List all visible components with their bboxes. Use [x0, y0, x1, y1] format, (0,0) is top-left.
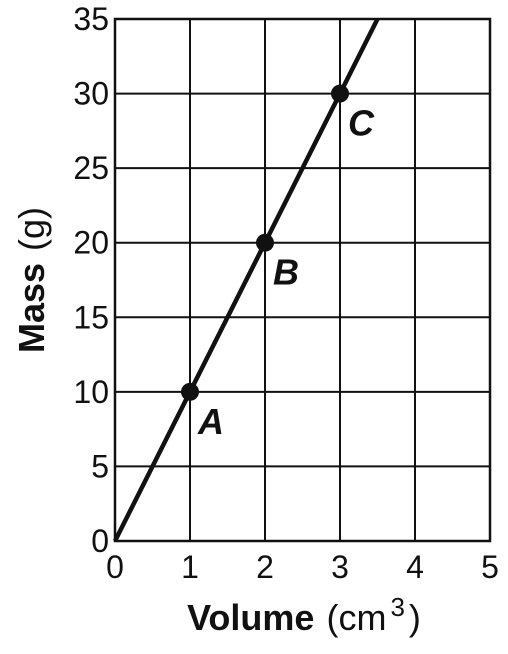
tick-labels: 0 1 2 3 4 5 0 5 10 15 20 25 30 35	[73, 1, 498, 585]
x-axis-label-unit-sup: 3	[390, 592, 404, 622]
data-layer	[112, 17, 380, 543]
y-tick-label-25: 25	[73, 150, 109, 186]
x-axis-label-main: Volume	[187, 597, 314, 638]
y-tick-label-35: 35	[73, 1, 109, 37]
x-tick-label-1: 1	[181, 549, 199, 585]
y-tick-label-20: 20	[73, 225, 109, 261]
y-axis-label-unit: (g)	[11, 207, 52, 251]
x-tick-label-2: 2	[256, 549, 274, 585]
x-tick-label-5: 5	[481, 549, 499, 585]
data-point-c	[331, 84, 349, 103]
x-axis-label-unit-open: (cm	[326, 597, 386, 638]
x-axis-label-unit-close: )	[409, 597, 421, 638]
data-point-b	[256, 233, 274, 252]
y-tick-label-5: 5	[91, 448, 109, 484]
series-line	[112, 17, 380, 543]
data-point-a	[181, 382, 199, 401]
point-label-c: C	[348, 103, 375, 144]
point-labels: A B C	[197, 103, 375, 442]
plot-frame	[113, 17, 492, 543]
x-tick-label-3: 3	[331, 549, 349, 585]
x-tick-label-0: 0	[106, 549, 124, 585]
y-tick-label-0: 0	[91, 523, 109, 559]
y-axis-label-main: Mass	[11, 263, 52, 353]
point-label-a: A	[197, 401, 224, 442]
y-tick-label-10: 10	[73, 374, 109, 410]
x-tick-label-4: 4	[406, 549, 424, 585]
grid	[114, 18, 491, 542]
point-label-b: B	[273, 252, 299, 293]
y-axis-label: Mass (g)	[11, 207, 52, 353]
x-axis-label: Volume (cm 3 )	[187, 592, 421, 638]
y-tick-label-15: 15	[73, 299, 109, 335]
y-tick-label-30: 30	[73, 76, 109, 112]
